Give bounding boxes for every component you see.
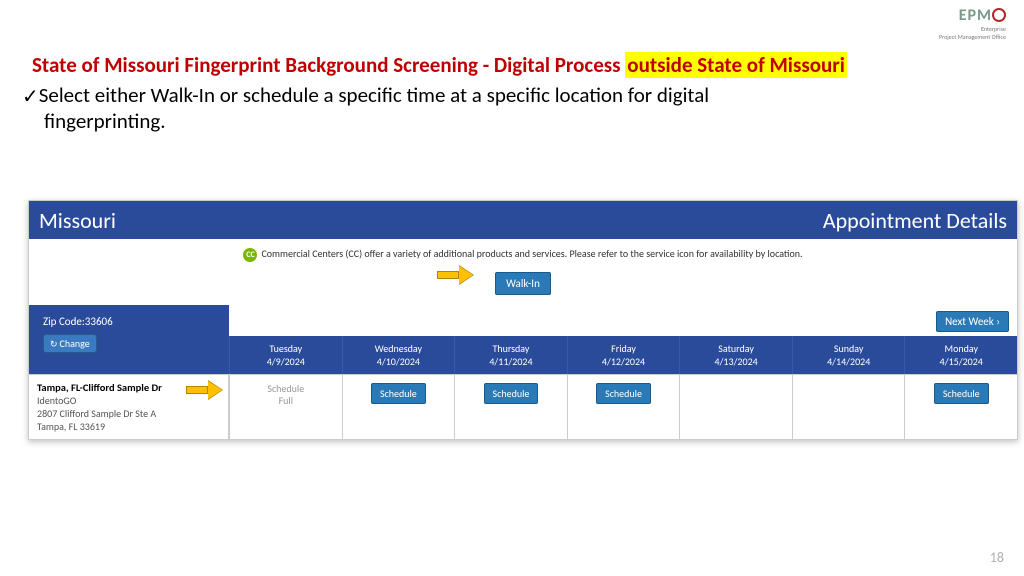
- schedule-button[interactable]: Schedule: [484, 383, 539, 404]
- zip-column: Zip Code:33606 ↻Change: [29, 305, 229, 374]
- page-title: State of Missouri Fingerprint Background…: [32, 52, 847, 78]
- location-row: Tampa, FL-Clifford Sample Dr IdentoGO 28…: [29, 374, 1017, 439]
- schedule-button[interactable]: Schedule: [934, 383, 989, 404]
- arrow-icon: [186, 381, 222, 399]
- slot-cell: ScheduleFull: [229, 375, 342, 439]
- slot-cell: Schedule: [567, 375, 680, 439]
- header-left: Missouri: [39, 207, 116, 234]
- cc-info-row: CCCommercial Centers (CC) offer a variet…: [29, 239, 1017, 266]
- day-header: Thursday4/11/2024: [454, 336, 567, 374]
- schedule-button[interactable]: Schedule: [371, 383, 426, 404]
- day-header: Tuesday4/9/2024: [229, 336, 342, 374]
- location-cell: Tampa, FL-Clifford Sample Dr IdentoGO 28…: [29, 375, 229, 439]
- refresh-icon: ↻: [50, 339, 58, 350]
- zip-label: Zip Code:33606: [43, 315, 221, 328]
- schedule-full: ScheduleFull: [232, 383, 340, 407]
- day-header: Friday4/12/2024: [567, 336, 680, 374]
- slot-cell: Schedule: [904, 375, 1017, 439]
- checkmark-icon: ✓: [22, 85, 39, 109]
- day-header: Monday4/15/2024: [904, 336, 1017, 374]
- instruction-bullet: ✓Select either Walk-In or schedule a spe…: [22, 82, 962, 134]
- slot-cell: [679, 375, 792, 439]
- appointment-panel: Missouri Appointment Details CCCommercia…: [28, 200, 1018, 440]
- day-header: Saturday4/13/2024: [679, 336, 792, 374]
- schedule-button[interactable]: Schedule: [596, 383, 651, 404]
- days-header: Tuesday4/9/2024Wednesday4/10/2024Thursda…: [229, 336, 1017, 374]
- arrow-icon: [437, 266, 473, 284]
- walkin-button[interactable]: Walk-In: [495, 272, 551, 295]
- header-right: Appointment Details: [823, 207, 1007, 234]
- page-number: 18: [990, 549, 1004, 566]
- cc-badge-icon: CC: [243, 248, 257, 262]
- next-week-button[interactable]: Next Week ›: [936, 311, 1009, 332]
- epmo-logo: EPM Enterprise Project Management Office: [939, 6, 1006, 41]
- day-header: Sunday4/14/2024: [792, 336, 905, 374]
- slot-cell: [792, 375, 905, 439]
- change-button[interactable]: ↻Change: [43, 334, 97, 353]
- day-header: Wednesday4/10/2024: [342, 336, 455, 374]
- slot-cell: Schedule: [342, 375, 455, 439]
- panel-header: Missouri Appointment Details: [29, 201, 1017, 239]
- slot-cell: Schedule: [454, 375, 567, 439]
